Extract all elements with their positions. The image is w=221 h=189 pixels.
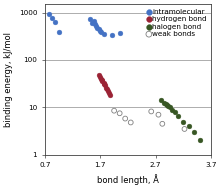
halogen bond [176,115,180,118]
hydrogen bond [100,77,103,80]
weak bonds [183,127,186,130]
halogen bond [173,110,177,113]
weak bonds [149,110,153,113]
hydrogen bond [100,78,104,81]
weak bonds [129,121,133,124]
hydrogen bond [107,91,111,94]
weak bonds [157,113,160,116]
intramolecular [90,22,94,25]
halogen bond [187,125,191,128]
intramolecular [99,30,102,33]
halogen bond [171,108,174,111]
X-axis label: bond length, Å: bond length, Å [97,174,159,185]
halogen bond [162,101,166,104]
intramolecular [92,19,95,22]
intramolecular [102,33,105,36]
weak bonds [124,117,127,120]
hydrogen bond [102,83,106,86]
intramolecular [111,33,114,36]
hydrogen bond [103,84,107,87]
intramolecular [97,28,101,31]
Y-axis label: binding energy, kJ/mol: binding energy, kJ/mol [4,32,13,127]
weak bonds [118,112,121,115]
intramolecular [57,31,61,34]
halogen bond [198,139,202,142]
hydrogen bond [101,79,104,82]
halogen bond [159,99,163,102]
hydrogen bond [104,86,108,89]
halogen bond [193,131,196,134]
hydrogen bond [106,90,110,93]
halogen bond [166,105,170,108]
intramolecular [96,26,99,29]
hydrogen bond [102,81,105,84]
weak bonds [161,122,164,125]
intramolecular [100,31,103,34]
halogen bond [165,104,169,107]
intramolecular [53,20,57,23]
hydrogen bond [97,74,101,77]
intramolecular [95,24,98,27]
halogen bond [168,106,171,109]
intramolecular [118,32,121,35]
intramolecular [89,18,92,21]
hydrogen bond [99,75,102,78]
intramolecular [93,22,97,26]
Legend: intramolecular, hydrogen bond, halogen bond, weak bonds: intramolecular, hydrogen bond, halogen b… [146,8,208,38]
intramolecular [50,16,54,19]
halogen bond [164,103,168,106]
hydrogen bond [105,88,109,91]
weak bonds [112,109,116,112]
intramolecular [48,12,51,15]
halogen bond [182,120,185,123]
hydrogen bond [109,94,112,97]
